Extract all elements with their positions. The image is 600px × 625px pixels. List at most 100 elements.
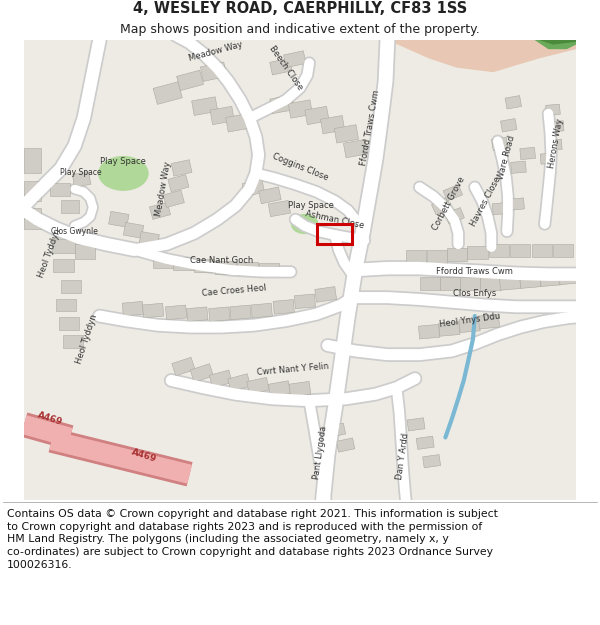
Bar	[56, 299, 76, 311]
Bar	[545, 104, 560, 116]
Bar	[124, 222, 144, 238]
Bar	[416, 436, 434, 449]
Bar	[305, 106, 329, 124]
Bar	[294, 294, 316, 309]
Bar	[171, 160, 192, 176]
Text: Ffordd Traws Cwm: Ffordd Traws Cwm	[359, 89, 381, 166]
Bar	[153, 255, 173, 268]
Bar	[548, 139, 562, 151]
Bar	[407, 418, 425, 431]
Text: Cwrt Nant Y Felin: Cwrt Nant Y Felin	[256, 362, 329, 377]
Bar	[288, 100, 313, 118]
Bar	[440, 278, 460, 290]
Bar	[478, 314, 500, 329]
Bar	[149, 202, 170, 219]
Bar	[540, 272, 561, 286]
Bar	[419, 278, 440, 290]
Bar	[510, 244, 530, 257]
Text: Heol Tyddyn: Heol Tyddyn	[37, 228, 63, 279]
Bar	[226, 114, 250, 132]
Bar	[337, 438, 355, 452]
Bar	[62, 336, 83, 348]
Ellipse shape	[98, 156, 149, 191]
Text: A469: A469	[130, 448, 157, 464]
Bar	[200, 62, 227, 81]
Bar	[327, 423, 346, 438]
Bar	[289, 381, 311, 397]
Bar	[492, 202, 508, 215]
Bar	[168, 174, 189, 192]
Bar	[209, 370, 232, 388]
Text: Cae Croes Heol: Cae Croes Heol	[201, 283, 266, 298]
Bar	[24, 148, 41, 173]
Bar	[173, 257, 193, 270]
Bar	[511, 161, 526, 173]
Bar	[467, 246, 488, 259]
Text: Dan Y Ardd: Dan Y Ardd	[395, 432, 411, 480]
Bar	[190, 364, 214, 382]
Bar	[520, 274, 541, 288]
Bar	[74, 244, 95, 259]
Bar	[242, 179, 265, 196]
Text: Meadow Way: Meadow Way	[155, 161, 173, 217]
Bar	[172, 357, 195, 376]
Text: Cae Nant Goch: Cae Nant Goch	[190, 256, 253, 265]
Bar	[270, 58, 292, 75]
Bar	[500, 119, 517, 132]
Bar	[273, 299, 295, 314]
Bar	[268, 201, 290, 217]
Text: Play Space: Play Space	[288, 201, 334, 210]
Bar	[52, 239, 74, 254]
Bar	[550, 121, 564, 132]
Text: 4, WESLEY ROAD, CAERPHILLY, CF83 1SS: 4, WESLEY ROAD, CAERPHILLY, CF83 1SS	[133, 1, 467, 16]
Bar	[334, 125, 359, 143]
Text: Map shows position and indicative extent of the property.: Map shows position and indicative extent…	[120, 24, 480, 36]
Bar	[427, 250, 447, 262]
Bar	[59, 317, 79, 330]
Text: A469: A469	[36, 411, 64, 428]
Polygon shape	[539, 40, 576, 44]
Text: Meadow Way: Meadow Way	[187, 39, 244, 62]
Bar	[553, 244, 573, 257]
Bar	[50, 182, 70, 196]
Bar	[270, 95, 294, 114]
Bar	[142, 303, 164, 318]
Bar	[153, 82, 182, 104]
Bar	[259, 262, 279, 276]
Text: Heol Tyddyn: Heol Tyddyn	[74, 313, 99, 365]
Bar	[315, 287, 337, 302]
Bar	[238, 262, 257, 274]
Text: Heol Ynys Ddu: Heol Ynys Ddu	[439, 312, 501, 329]
Text: Havres Close: Havres Close	[469, 174, 503, 228]
Text: Play Space: Play Space	[60, 168, 102, 177]
Bar	[166, 305, 187, 319]
Bar	[176, 70, 203, 91]
Bar	[559, 270, 580, 285]
Bar	[447, 248, 467, 261]
Bar	[481, 278, 500, 290]
Bar	[139, 231, 160, 248]
Bar	[61, 280, 81, 293]
Text: Ware Road: Ware Road	[496, 135, 516, 181]
Text: Coggins Close: Coggins Close	[271, 152, 329, 182]
Bar	[532, 244, 552, 257]
Bar	[109, 211, 129, 227]
Text: Clos Gwynle: Clos Gwynle	[51, 227, 98, 236]
Polygon shape	[429, 40, 512, 49]
Bar	[191, 97, 218, 116]
Bar	[209, 307, 230, 321]
Text: Corbett Grove: Corbett Grove	[431, 176, 467, 232]
Bar	[343, 139, 368, 158]
Bar	[268, 381, 290, 397]
Bar	[317, 224, 352, 244]
Bar	[122, 301, 143, 316]
Bar	[320, 116, 345, 134]
Bar	[163, 190, 184, 208]
Bar	[194, 259, 214, 272]
Bar	[509, 198, 524, 210]
Bar	[540, 153, 555, 164]
Text: Ashman Close: Ashman Close	[305, 209, 365, 230]
Text: Contains OS data © Crown copyright and database right 2021. This information is : Contains OS data © Crown copyright and d…	[7, 509, 498, 570]
Bar	[422, 454, 440, 468]
Text: Pant Llygoda: Pant Llygoda	[312, 425, 328, 479]
